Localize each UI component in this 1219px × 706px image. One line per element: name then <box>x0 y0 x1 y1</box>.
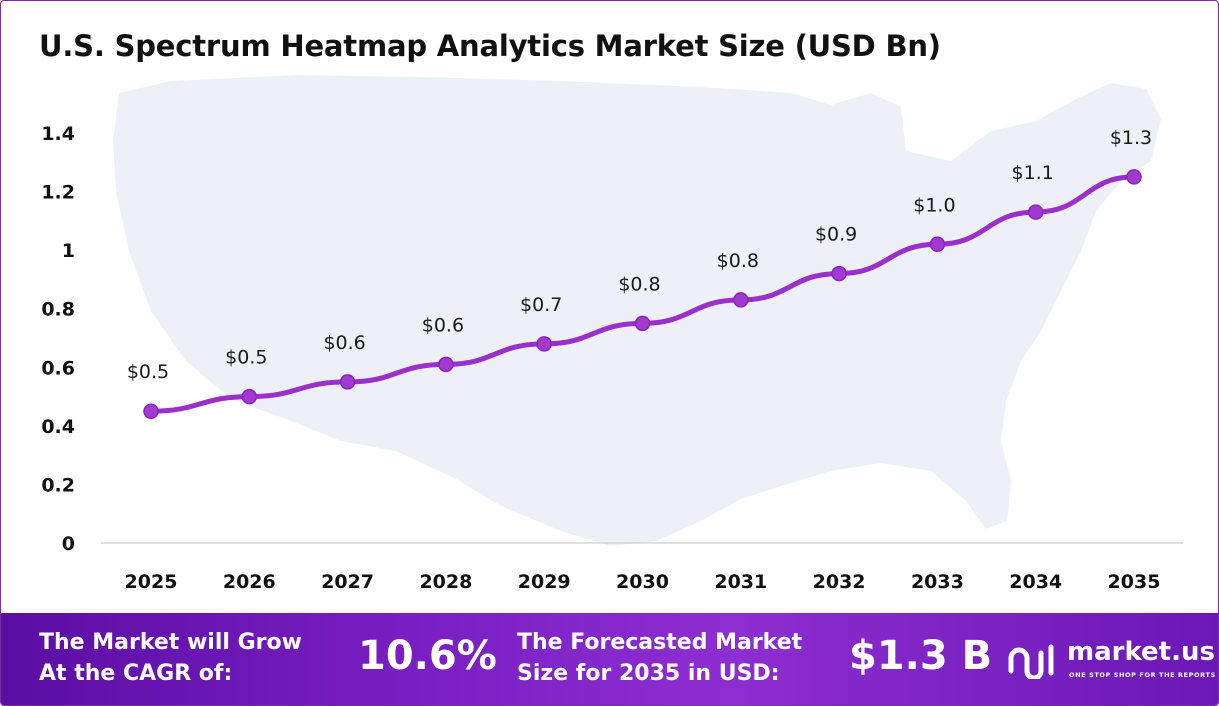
data-label: $0.5 <box>127 361 169 383</box>
x-tick-label: 2028 <box>419 571 472 593</box>
data-point <box>536 336 552 352</box>
data-label: $1.3 <box>1110 127 1152 149</box>
brand-tagline: ONE STOP SHOP FOR THE REPORTS <box>1069 671 1216 679</box>
x-tick-label: 2034 <box>1009 571 1062 593</box>
data-label: $0.8 <box>618 273 660 295</box>
data-label: $1.1 <box>1012 162 1054 184</box>
x-tick-label: 2027 <box>321 571 374 593</box>
chart-title: U.S. Spectrum Heatmap Analytics Market S… <box>39 29 941 63</box>
cagr-value: 10.6% <box>358 633 497 679</box>
data-point <box>241 388 258 405</box>
forecast-caption: The Forecasted Market Size for 2035 in U… <box>517 627 802 689</box>
x-tick-label: 2031 <box>714 571 767 593</box>
y-axis-ticks: 0 0.2 0.4 0.6 0.8 1 1.2 1.4 <box>41 123 75 555</box>
data-label: $0.7 <box>520 294 562 316</box>
x-tick-label: 2029 <box>518 571 571 593</box>
x-tick-label: 2035 <box>1108 571 1161 593</box>
data-point <box>929 236 946 253</box>
y-tick-label: 0.6 <box>41 357 75 379</box>
y-tick-label: 0.4 <box>41 416 75 438</box>
data-label: $0.8 <box>717 250 759 272</box>
series-markers <box>143 169 1142 419</box>
y-tick-label: 1.4 <box>41 123 75 145</box>
data-point <box>1027 204 1044 220</box>
x-axis-ticks: 2025 2026 2027 2028 2029 2030 2031 2032 2033 2034… <box>125 571 1161 593</box>
x-tick-label: 2033 <box>911 571 964 593</box>
x-tick-label: 2026 <box>223 571 276 593</box>
data-label: $0.9 <box>815 224 857 246</box>
data-label: $0.6 <box>422 314 464 336</box>
x-tick-label: 2030 <box>616 571 669 593</box>
y-tick-label: 0.8 <box>41 299 75 321</box>
data-label: $0.6 <box>323 332 365 354</box>
forecast-caption-line2: Size for 2035 in USD: <box>517 661 780 686</box>
data-point <box>634 315 651 332</box>
data-point <box>831 265 847 282</box>
data-label: $0.5 <box>225 347 267 369</box>
data-label: $1.0 <box>913 194 955 216</box>
y-tick-label: 0.2 <box>41 474 75 496</box>
data-point <box>438 356 454 373</box>
y-tick-label: 1.2 <box>41 182 75 204</box>
cagr-caption-line1: The Market will Grow <box>39 630 302 655</box>
data-labels: $0.5 $0.5 $0.6 $0.6 $0.7 $0.8 $0.8 $0.9 $1.0 $1.1… <box>127 127 1152 383</box>
line-chart: 00.20.40.60.811.21.4 2025 2026 2027 2028 202… <box>41 123 1183 593</box>
data-point <box>143 403 159 419</box>
y-tick-label: 0 <box>62 533 75 555</box>
data-point <box>1126 169 1142 185</box>
brand-name: market.us <box>1067 637 1215 667</box>
market-us-logo-icon <box>1008 644 1054 679</box>
series-line <box>148 174 1137 414</box>
x-tick-label: 2032 <box>813 571 866 593</box>
forecast-value: $1.3 B <box>849 633 993 679</box>
cagr-caption-line2: At the CAGR of: <box>39 661 233 686</box>
x-tick-label: 2025 <box>125 571 178 593</box>
data-point <box>339 374 356 390</box>
cagr-caption: The Market will Grow At the CAGR of: <box>39 627 302 689</box>
summary-footer: The Market will Grow At the CAGR of: 10.… <box>1 613 1218 705</box>
y-tick-label: 1 <box>62 240 75 262</box>
data-point <box>733 292 749 308</box>
forecast-caption-line1: The Forecasted Market <box>517 630 803 655</box>
